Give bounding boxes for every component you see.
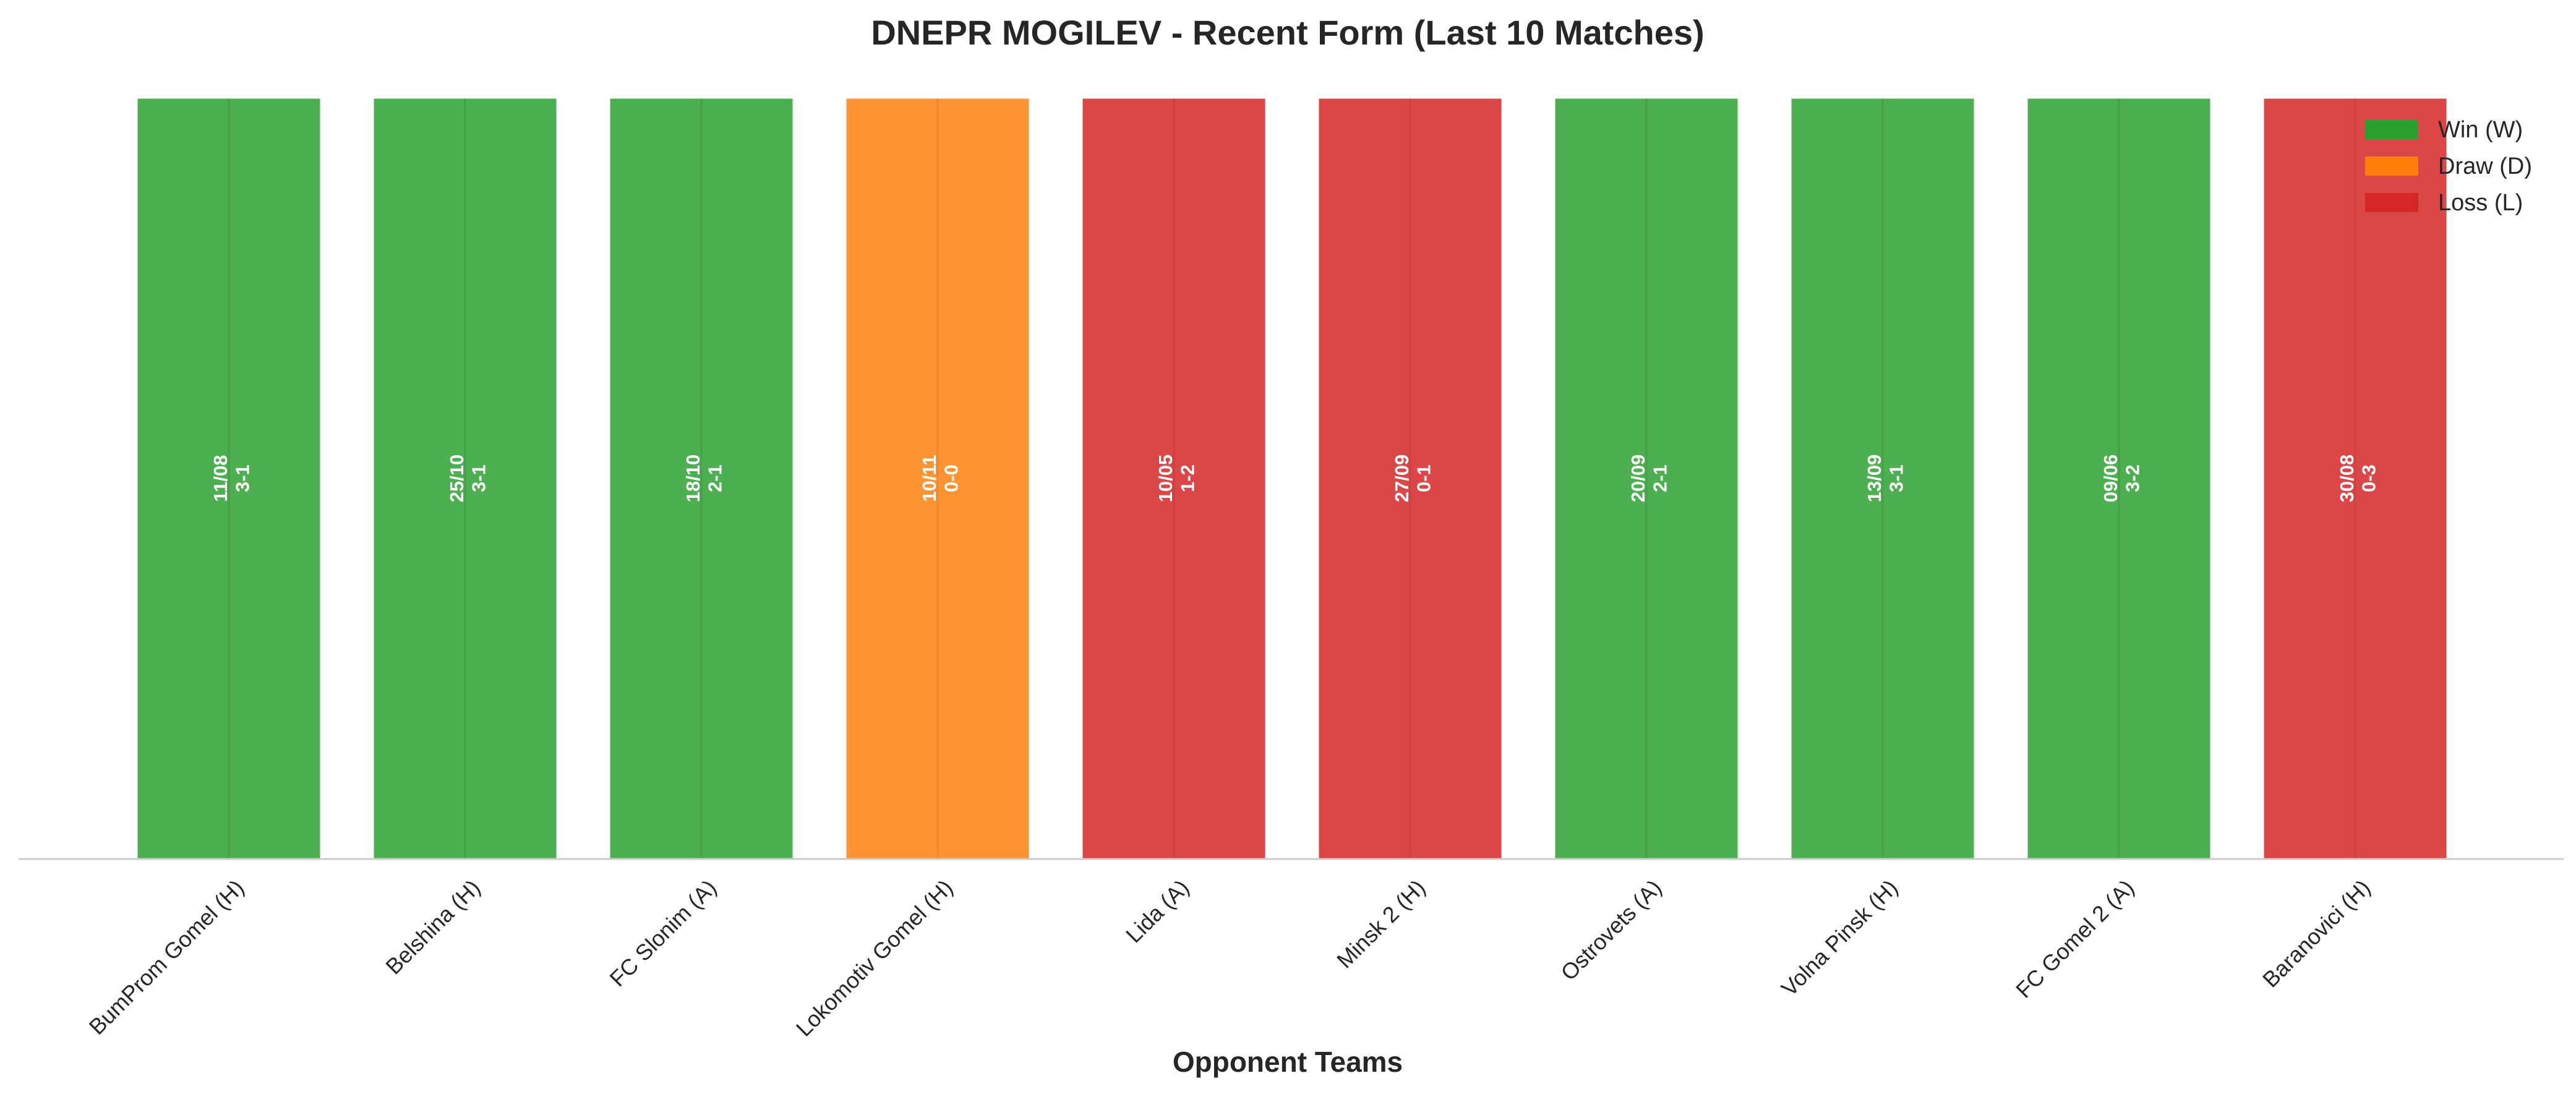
legend-swatch-l [2365, 193, 2418, 212]
bar-score-label: 2-1 [704, 464, 726, 492]
bar-score-label: 3-1 [468, 464, 490, 492]
legend-label-l: Loss (L) [2438, 190, 2523, 216]
bar-7 [1553, 96, 1740, 860]
bars-layer: 11/083-1 25/103-1 18/102-1 10/110-0 10/051-2… [135, 96, 2449, 860]
legend: Win (W) Draw (D) Loss (L) [2365, 117, 2532, 216]
bar-8 [1789, 96, 1976, 860]
bar-score-label: 0-1 [1413, 464, 1435, 492]
legend-swatch-d [2365, 156, 2418, 176]
bar-10 [2262, 96, 2449, 860]
bar-9 [2026, 96, 2212, 860]
bar-date-label: 13/09 [1864, 455, 1885, 503]
bar-date-label: 11/08 [210, 455, 231, 502]
bar-date-label: 27/09 [1391, 455, 1413, 503]
bar-data-label: 13/093-1 [1864, 455, 1907, 503]
bar-data-label: 20/092-1 [1627, 455, 1671, 503]
bar-data-label: 30/080-3 [2336, 455, 2380, 503]
bar-date-label: 10/05 [1155, 455, 1176, 503]
bar-score-label: 0-3 [2358, 464, 2380, 492]
bar-score-label: 3-1 [1886, 464, 1907, 492]
x-axis-label: Opponent Teams [1173, 1046, 1403, 1078]
bar-score-label: 3-1 [232, 464, 254, 492]
bar-data-label: 09/063-2 [2100, 455, 2144, 503]
bar-data-label: 11/083-1 [210, 455, 254, 502]
bar-score-label: 0-0 [941, 464, 962, 492]
legend-swatch-w [2365, 120, 2418, 139]
bar-4 [844, 96, 1031, 860]
bar-data-label: 18/102-1 [682, 455, 726, 503]
bar-date-label: 25/10 [446, 455, 468, 503]
bar-score-label: 2-1 [1650, 464, 1671, 492]
bar-score-label: 1-2 [1177, 464, 1199, 492]
bar-3 [608, 96, 795, 860]
bar-date-label: 30/08 [2336, 455, 2358, 503]
bar-date-label: 09/06 [2100, 455, 2121, 503]
bar-date-label: 18/10 [682, 455, 704, 503]
bar-6 [1317, 96, 1504, 860]
chart-title: DNEPR MOGILEV - Recent Form (Last 10 Mat… [871, 13, 1704, 52]
bar-data-label: 10/051-2 [1155, 455, 1199, 503]
bar-data-label: 25/103-1 [446, 455, 490, 503]
bar-score-label: 3-2 [2122, 464, 2144, 492]
bar-data-label: 10/110-0 [918, 455, 962, 502]
bar-5 [1080, 96, 1267, 860]
bar-1 [135, 96, 322, 860]
bar-data-label: 27/090-1 [1391, 455, 1435, 503]
bar-date-label: 10/11 [918, 455, 940, 502]
legend-label-w: Win (W) [2438, 117, 2523, 143]
bar-2 [372, 96, 558, 860]
bar-date-label: 20/09 [1627, 455, 1649, 503]
legend-label-d: Draw (D) [2438, 153, 2532, 179]
